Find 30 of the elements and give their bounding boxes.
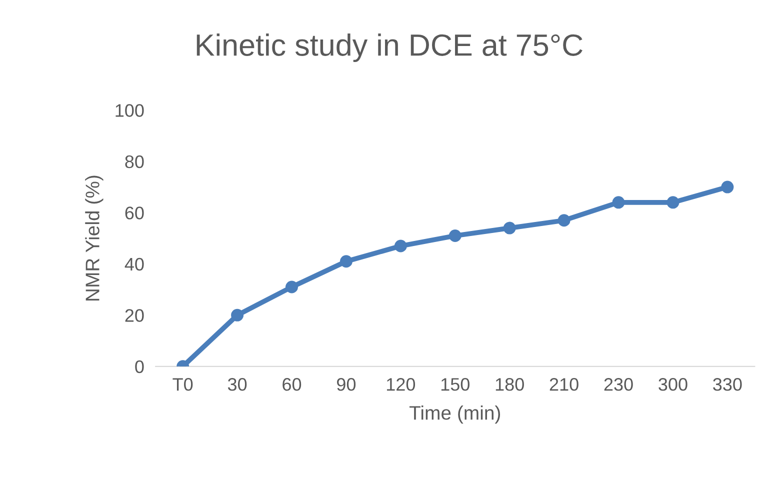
y-tick-label: 80 bbox=[125, 155, 144, 168]
point bbox=[286, 280, 298, 294]
chart-title: Kinetic study in DCE at 75°C bbox=[196, 34, 582, 62]
x-axis-title: Time (min) bbox=[409, 405, 500, 424]
point bbox=[721, 180, 734, 194]
x-tick-label: 330 bbox=[713, 378, 742, 391]
y-tick-label: 60 bbox=[125, 206, 144, 220]
x-tick-label: T0 bbox=[172, 378, 193, 391]
x-tick-label: 300 bbox=[658, 378, 688, 391]
x-tick-label: 120 bbox=[386, 378, 416, 391]
point bbox=[394, 240, 407, 252]
y-tick-label: 20 bbox=[125, 309, 144, 322]
point bbox=[612, 196, 625, 209]
x-tick-label: 180 bbox=[496, 378, 524, 391]
x-tick-label: 210 bbox=[550, 378, 578, 391]
point bbox=[666, 196, 680, 209]
point bbox=[503, 222, 516, 234]
y-tick-label: 40 bbox=[124, 258, 144, 271]
x-tick-label: 90 bbox=[337, 378, 356, 391]
point bbox=[558, 214, 570, 227]
x-tick-label: 60 bbox=[282, 378, 302, 391]
point bbox=[448, 229, 462, 242]
x-tick-label: 150 bbox=[441, 378, 470, 391]
x-tick-label: 230 bbox=[604, 378, 633, 391]
y-tick-label: 100 bbox=[116, 104, 144, 117]
y-axis-title: NMR Yield (%) bbox=[85, 176, 104, 300]
y-tick-label: 0 bbox=[135, 360, 144, 374]
point bbox=[340, 255, 352, 268]
x-tick-label: 30 bbox=[228, 378, 247, 391]
point bbox=[231, 308, 244, 322]
